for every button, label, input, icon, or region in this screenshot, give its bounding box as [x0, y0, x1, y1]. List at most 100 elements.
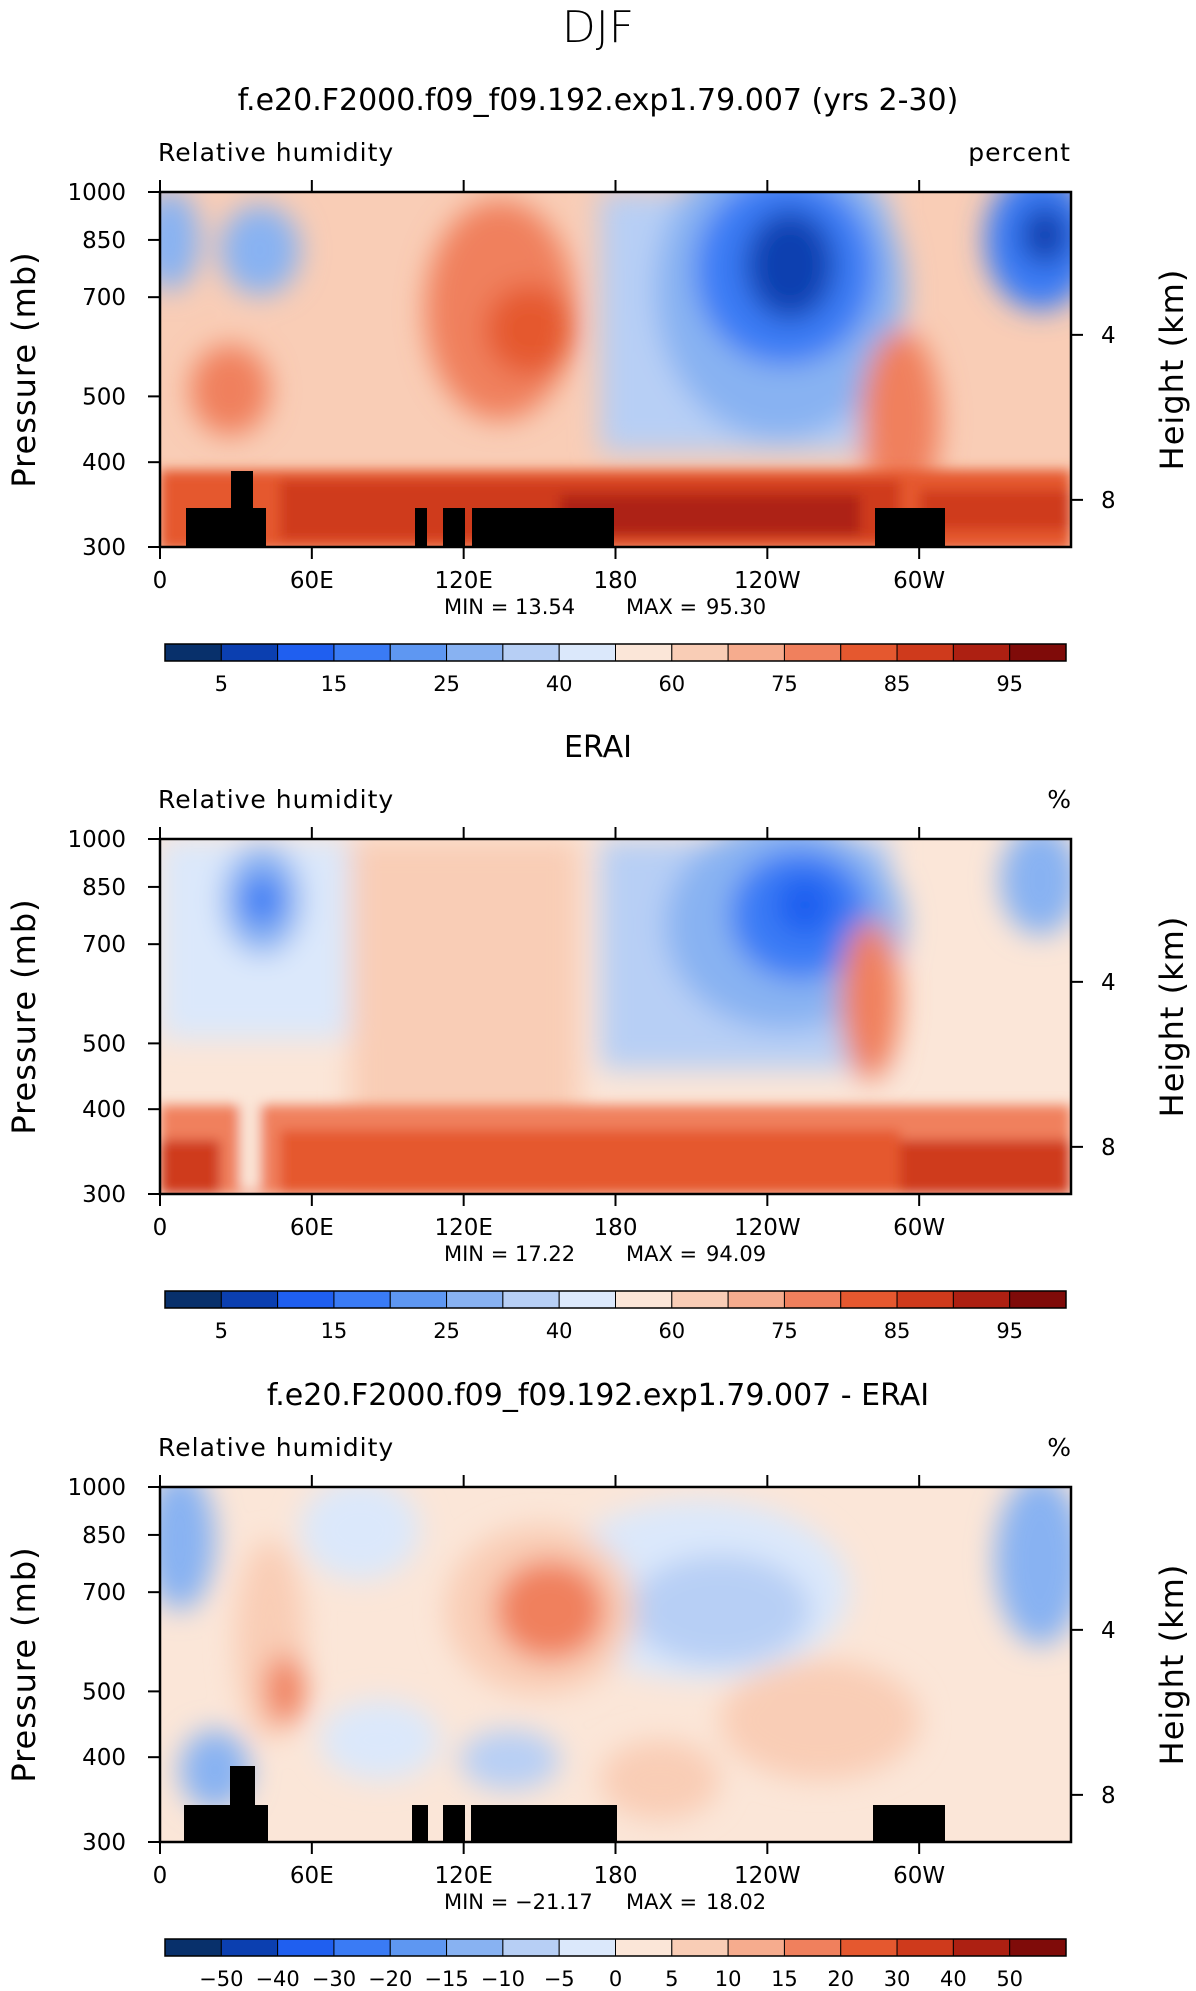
ytick-label: 850 — [82, 228, 126, 254]
ylabel-right: Height (km) — [1153, 1564, 1191, 1766]
xtick-label: 120W — [734, 568, 801, 594]
colorbar-label: 0 — [609, 1967, 622, 1987]
colorbar-frame — [164, 1290, 1067, 1309]
colorbar-label: 30 — [884, 1967, 911, 1987]
panel-0-axes: 300 400 500 700 850 1000 8 4 0 60E 120E 180 120W 60W P… — [5, 180, 1191, 619]
colorbar-label: 25 — [433, 672, 460, 696]
colorbar-swatch — [671, 643, 729, 662]
colorbar-label: 60 — [658, 1319, 685, 1343]
colorbar-swatch — [896, 1938, 954, 1957]
xtick-label: 0 — [153, 568, 168, 594]
colorbar-swatch — [727, 1938, 785, 1957]
xtick-label: 0 — [153, 1863, 168, 1889]
xtick-label: 180 — [594, 1215, 638, 1241]
colorbar-label: 15 — [321, 1319, 348, 1343]
panel-obs: ERAI Relative humidity % — [158, 730, 1073, 1196]
ytick-label: 400 — [82, 1745, 126, 1771]
panel-model: f.e20.F2000.f09_f09.192.exp1.79.007 (yrs… — [158, 83, 1073, 549]
ytick-right-label: 8 — [1101, 1783, 1116, 1809]
panel-obs-units: % — [1047, 785, 1071, 814]
xtick-label: 120W — [734, 1215, 801, 1241]
colorbar-label: 15 — [771, 1967, 798, 1987]
colorbar-swatch — [727, 1290, 785, 1309]
colorbar-swatch — [1009, 1938, 1067, 1957]
colorbar-label: −15 — [424, 1967, 468, 1987]
colorbar-swatch — [446, 1938, 504, 1957]
min-value: −21.17 — [515, 1890, 593, 1914]
colorbar-swatch — [671, 1290, 729, 1309]
colorbar-swatch — [164, 643, 222, 662]
colorbar-swatch — [333, 643, 391, 662]
colorbar-swatch — [502, 1290, 560, 1309]
colorbar-swatch — [615, 1938, 673, 1957]
ylabel: Pressure (mb) — [5, 898, 43, 1134]
colorbar-label: 40 — [940, 1967, 967, 1987]
panel-1-axes: 300 400 500 700 850 1000 8 4 0 60E 120E 180 120W 60W P… — [5, 827, 1191, 1266]
colorbar-label: 5 — [665, 1967, 678, 1987]
colorbar-swatch — [558, 1290, 616, 1309]
colorbar-swatch — [389, 1938, 448, 1957]
colorbar-swatch — [558, 643, 616, 662]
colorbar-swatch — [164, 1290, 222, 1309]
colorbar-swatch — [952, 1938, 1011, 1957]
colorbar-swatch — [840, 1290, 898, 1309]
max-value: 18.02 — [706, 1890, 766, 1914]
colorbar-swatch — [615, 1290, 673, 1309]
xtick-label: 0 — [153, 1215, 168, 1241]
colorbar-0: 5 15 25 40 60 75 85 95 — [164, 643, 1067, 696]
colorbar-label: 85 — [884, 1319, 911, 1343]
panel-2-axes: 300 400 500 700 850 1000 8 4 0 60E 120E 180 120W 60W P… — [5, 1475, 1191, 1914]
panel-model-variable-label: Relative humidity — [158, 138, 394, 167]
panel-diff: f.e20.F2000.f09_f09.192.exp1.79.007 - ER… — [158, 1378, 1073, 1844]
ytick-label: 850 — [82, 875, 126, 901]
colorbar-label: 5 — [215, 672, 228, 696]
ylabel: Pressure (mb) — [5, 1546, 43, 1782]
colorbar-swatch — [389, 643, 448, 662]
colorbar-label: 60 — [658, 672, 685, 696]
colorbar-2: −50 −40 −30 −20 −15 −10 −5 0 5 10 15 20 30 40 50 — [164, 1938, 1067, 1991]
ytick-label: 1000 — [67, 1475, 126, 1501]
ytick-label: 500 — [82, 1031, 126, 1057]
colorbar-swatch — [277, 1290, 335, 1309]
colorbar-label: −5 — [544, 1967, 575, 1987]
colorbar-swatch — [783, 643, 842, 662]
panel-diff-field — [160, 1487, 1071, 1842]
ytick-label: 850 — [82, 1523, 126, 1549]
colorbar-label: −10 — [481, 1967, 525, 1987]
ytick-right-label: 4 — [1101, 970, 1116, 996]
panel-model-title: f.e20.F2000.f09_f09.192.exp1.79.007 (yrs… — [238, 83, 959, 118]
colorbar-swatch — [840, 1938, 898, 1957]
colorbar-label: 95 — [996, 1319, 1023, 1343]
max-label: MAX = — [626, 1242, 697, 1266]
colorbar-swatch — [783, 1938, 842, 1957]
xtick-label: 60W — [893, 568, 945, 594]
ytick-label: 300 — [82, 1182, 126, 1208]
ytick-label: 300 — [82, 1830, 126, 1856]
colorbar-label: −50 — [199, 1967, 243, 1987]
max-value: 94.09 — [706, 1242, 766, 1266]
panel-diff-variable-label: Relative humidity — [158, 1433, 394, 1462]
colorbar-swatch — [220, 1290, 279, 1309]
xtick-label: 120E — [434, 1863, 492, 1889]
colorbar-label: 40 — [546, 672, 573, 696]
xtick-label: 120E — [434, 1215, 492, 1241]
panel-obs-title: ERAI — [564, 730, 632, 765]
colorbar-swatch — [896, 643, 954, 662]
colorbar-swatch — [502, 1938, 560, 1957]
ytick-label: 500 — [82, 1679, 126, 1705]
colorbar-swatch — [671, 1938, 729, 1957]
max-label: MAX = — [626, 595, 697, 619]
colorbar-swatch — [164, 1938, 222, 1957]
ytick-label: 400 — [82, 450, 126, 476]
ytick-label: 700 — [82, 285, 126, 311]
panel-diff-title: f.e20.F2000.f09_f09.192.exp1.79.007 - ER… — [267, 1378, 929, 1413]
xtick-label: 120E — [434, 568, 492, 594]
colorbar-swatch — [220, 643, 279, 662]
colorbar-swatch — [952, 1290, 1011, 1309]
colorbar-swatch — [277, 643, 335, 662]
panel-obs-variable-label: Relative humidity — [158, 785, 394, 814]
ytick-label: 700 — [82, 1580, 126, 1606]
colorbar-label: 75 — [771, 672, 798, 696]
